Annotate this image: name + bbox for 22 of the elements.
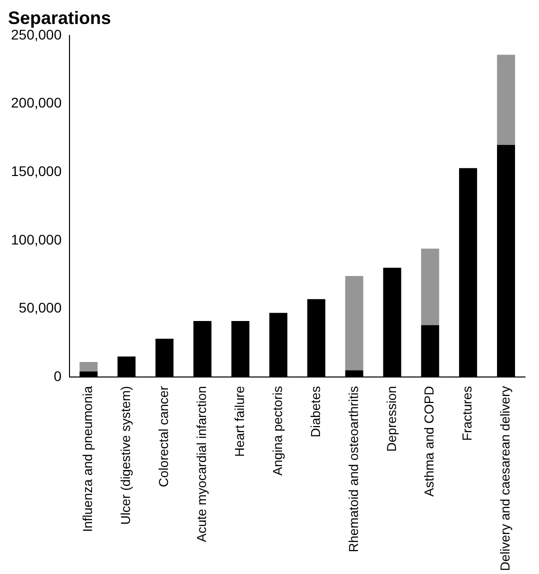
x-tick-label: Ulcer (digestive system): [118, 386, 134, 525]
y-tick-label: 150,000: [10, 163, 62, 180]
y-tick-label: 100,000: [10, 231, 62, 248]
x-tick-label: Heart failure: [232, 386, 247, 457]
chart-title: Separations: [8, 8, 112, 28]
x-tick-label: Asthma and COPD: [422, 386, 437, 497]
bar: [80, 362, 98, 372]
x-tick-label: Diabetes: [308, 386, 323, 438]
y-tick-label: 0: [54, 368, 62, 384]
bar: [345, 276, 364, 370]
x-tick-label: Acute myocardial infarction: [194, 386, 210, 542]
bar: [497, 54, 516, 145]
y-tick-label: 200,000: [10, 94, 62, 111]
x-tick-label: Influenza and pneumonia: [80, 385, 96, 532]
x-tick-label: Delivery and caesarean delivery: [498, 386, 513, 571]
x-tick-label: Rhematoid and osteoarthritis: [346, 386, 361, 552]
bar: [421, 248, 440, 326]
y-tick-label: 50,000: [18, 300, 62, 316]
x-tick-label: Colorectal cancer: [156, 385, 172, 488]
x-tick-label: Angina pectoris: [270, 386, 285, 476]
x-tick-label: Fractures: [460, 386, 475, 441]
x-tick-label: Depression: [384, 386, 399, 452]
